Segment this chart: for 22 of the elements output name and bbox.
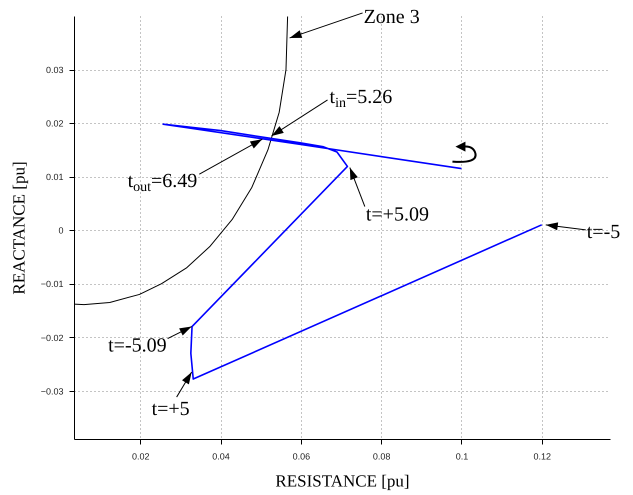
annotation: Zone 3 (364, 6, 420, 28)
annotation: t=+5 (152, 398, 190, 420)
y-axis-title: REACTANCE [pu] (10, 161, 29, 295)
x-tick-label: 0.1 (456, 452, 468, 462)
annotation: t=-5 (586, 220, 620, 243)
x-tick-label: 0.02 (132, 452, 150, 462)
annotation: t=-5.09 (108, 334, 167, 357)
x-axis-title: RESISTANCE [pu] (275, 472, 410, 490)
annotation: t$_{in}$=5.26 (330, 86, 392, 110)
y-tick-label: 0.01 (46, 172, 64, 182)
y-tick-label: −0.01 (40, 279, 64, 290)
x-tick-label: 0.06 (292, 452, 310, 462)
x-tick-label: 0.08 (372, 452, 390, 462)
y-tick-label: 0.03 (46, 65, 64, 76)
annotation: t=+5.09 (366, 204, 429, 226)
x-tick-label: 0.04 (212, 452, 230, 462)
y-tick-label: −0.03 (40, 386, 64, 396)
y-tick-label: 0 (58, 226, 64, 236)
y-tick-label: 0.02 (46, 118, 64, 129)
y-tick-label: −0.02 (40, 332, 64, 343)
annotation: t$_{out}$=6.49 (128, 170, 198, 195)
x-tick-label: 0.12 (533, 452, 552, 462)
